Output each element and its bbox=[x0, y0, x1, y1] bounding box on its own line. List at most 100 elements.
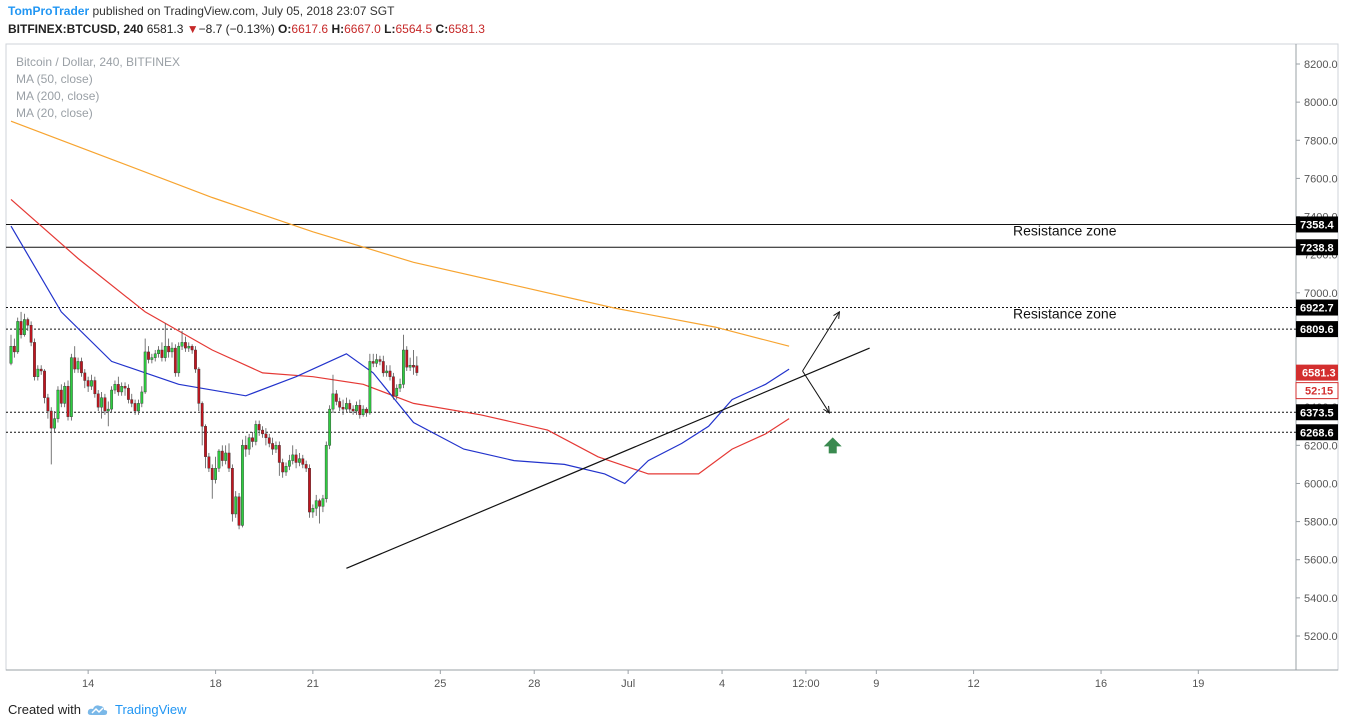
arrowhead-icon bbox=[833, 310, 841, 319]
publish-info: TomProTrader published on TradingView.co… bbox=[8, 4, 394, 18]
y-tick-label: 5600.0 bbox=[1304, 555, 1338, 567]
candle-body bbox=[56, 389, 60, 419]
projection-arrow-line[interactable] bbox=[802, 311, 840, 372]
candle-body bbox=[227, 452, 231, 469]
y-tick-label: 6000.0 bbox=[1304, 478, 1338, 490]
candle-body bbox=[247, 437, 251, 450]
countdown-tag bbox=[1295, 382, 1339, 400]
candle-body bbox=[23, 319, 26, 335]
candle-body bbox=[9, 345, 13, 364]
candle-body bbox=[234, 496, 238, 515]
candle-body bbox=[170, 347, 174, 353]
candle-body bbox=[398, 384, 402, 389]
y-tick-label: 5800.0 bbox=[1304, 517, 1338, 529]
y-tick-label: 5200.0 bbox=[1304, 631, 1338, 643]
candle-body bbox=[147, 351, 150, 360]
last-price: 6581.3 bbox=[146, 22, 184, 36]
x-tick-label: 12:00 bbox=[792, 678, 820, 690]
candle-body bbox=[214, 468, 217, 480]
level-price-tag bbox=[1296, 321, 1338, 338]
ma20-line bbox=[10, 225, 790, 485]
candle-body bbox=[207, 456, 211, 469]
candle-body bbox=[381, 361, 385, 374]
level-price-tag bbox=[1296, 239, 1338, 256]
candle-body bbox=[408, 365, 412, 368]
candle-body bbox=[12, 345, 16, 353]
author-link[interactable]: TomProTrader bbox=[8, 4, 90, 18]
candle-body bbox=[96, 393, 100, 408]
candle-body bbox=[157, 349, 160, 355]
candle-body bbox=[308, 468, 311, 513]
candle-body bbox=[301, 458, 305, 465]
candle-body bbox=[365, 408, 368, 414]
candle-body bbox=[294, 454, 298, 463]
legend-ma50[interactable]: MA (50, close) bbox=[16, 72, 93, 86]
candle-body bbox=[163, 345, 167, 358]
candle-body bbox=[311, 508, 315, 513]
candle-body bbox=[237, 496, 241, 526]
level-price-label: 6268.6 bbox=[1300, 427, 1334, 439]
candle-body bbox=[334, 393, 338, 402]
candle-body bbox=[120, 386, 124, 393]
resistance-zone-label: Resistance zone bbox=[1013, 222, 1117, 238]
y-tick-label: 8000.0 bbox=[1304, 97, 1338, 109]
candle-body bbox=[29, 325, 33, 343]
candle-body bbox=[371, 361, 375, 364]
chart-legend: Bitcoin / Dollar, 240, BITFINEX MA (50, … bbox=[16, 54, 180, 122]
legend-title: Bitcoin / Dollar, 240, BITFINEX bbox=[16, 55, 181, 69]
candle-body bbox=[412, 365, 415, 368]
candle-body bbox=[26, 319, 30, 326]
candle-body bbox=[324, 445, 328, 499]
support-trendline[interactable] bbox=[346, 347, 870, 569]
candle-body bbox=[59, 389, 63, 404]
candle-body bbox=[264, 433, 268, 438]
down-arrow-icon: ▼ bbox=[186, 22, 199, 36]
candle-body bbox=[338, 401, 342, 408]
candle-body bbox=[341, 407, 345, 410]
candle-body bbox=[190, 345, 194, 351]
candle-body bbox=[271, 443, 275, 450]
resistance-zone-label: Resistance zone bbox=[1013, 306, 1117, 322]
price-change: −8.7 (−0.13%) bbox=[198, 22, 275, 36]
candle-body bbox=[241, 445, 244, 526]
candle-body bbox=[46, 397, 50, 412]
candle-body bbox=[80, 361, 83, 374]
created-with-text: Created with bbox=[8, 702, 81, 717]
candle-body bbox=[83, 372, 87, 381]
candle-body bbox=[53, 418, 57, 429]
candle-body bbox=[402, 349, 405, 385]
candle-body bbox=[177, 345, 181, 374]
candle-body bbox=[368, 361, 372, 414]
candle-body bbox=[143, 351, 147, 393]
x-tick-label: 4 bbox=[719, 678, 725, 690]
legend-ma200[interactable]: MA (200, close) bbox=[16, 89, 100, 103]
candle-body bbox=[39, 368, 43, 372]
legend-ma20[interactable]: MA (20, close) bbox=[16, 106, 93, 120]
candle-body bbox=[150, 357, 154, 360]
x-tick-label: 28 bbox=[528, 678, 540, 690]
price-chart[interactable]: 8200.08000.07800.07600.07400.07200.07000… bbox=[0, 0, 1348, 700]
candle-body bbox=[220, 450, 224, 461]
candle-body bbox=[197, 368, 201, 404]
candle-body bbox=[187, 345, 191, 349]
candle-body bbox=[254, 424, 258, 442]
chart-frame bbox=[5, 43, 1339, 671]
candle-body bbox=[331, 393, 335, 410]
projection-arrow-line[interactable] bbox=[802, 370, 830, 414]
candle-body bbox=[378, 359, 382, 362]
level-price-tag bbox=[1296, 404, 1338, 421]
candle-body bbox=[351, 408, 355, 412]
level-price-label: 6809.6 bbox=[1300, 324, 1334, 336]
candle-body bbox=[224, 452, 228, 461]
tradingview-link[interactable]: TradingView bbox=[114, 702, 187, 717]
candle-body bbox=[63, 386, 67, 404]
candle-body bbox=[355, 405, 358, 412]
candle-body bbox=[103, 397, 107, 412]
x-tick-label: 9 bbox=[873, 678, 879, 690]
candle-body bbox=[49, 410, 53, 429]
last-price-label: 6581.3 bbox=[1302, 368, 1336, 380]
candle-body bbox=[257, 424, 261, 431]
x-tick-label: 12 bbox=[967, 678, 979, 690]
low-label: L: bbox=[384, 22, 396, 36]
y-tick-label: 7800.0 bbox=[1304, 135, 1338, 147]
